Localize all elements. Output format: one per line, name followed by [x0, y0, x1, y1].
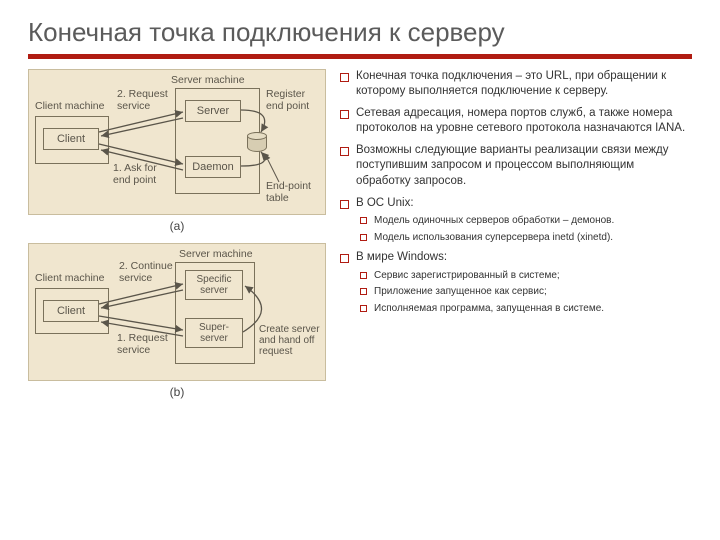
bullet-4-text: В ОС Unix:	[356, 197, 414, 209]
diagram-b: Client machine Server machine 2. Continu…	[28, 243, 326, 381]
title-rule	[28, 54, 692, 59]
slide: Конечная точка подключения к серверу Cli…	[0, 0, 720, 419]
bullet-list: Конечная точка подключения – это URL, пр…	[338, 69, 692, 315]
caption-b: (b)	[28, 385, 326, 399]
bullet-4: В ОС Unix: Модель одиночных серверов обр…	[338, 196, 692, 245]
bullet-5-sub: Сервис зарегистрированный в системе; При…	[356, 269, 692, 316]
bullet-4a: Модель одиночных серверов обработки – де…	[356, 214, 692, 228]
bullet-5c: Исполняемая программа, запущенная в сист…	[356, 302, 692, 316]
bullet-5-text: В мире Windows:	[356, 251, 447, 263]
arrows-a	[29, 70, 327, 216]
caption-a: (a)	[28, 219, 326, 233]
bullet-1: Конечная точка подключения – это URL, пр…	[338, 69, 692, 100]
arrows-b	[29, 244, 327, 382]
bullet-3: Возможны следующие варианты реализации с…	[338, 143, 692, 190]
bullet-5a: Сервис зарегистрированный в системе;	[356, 269, 692, 283]
left-column: Client machine Server machine 2. Request…	[28, 69, 326, 409]
bullet-5b: Приложение запущенное как сервис;	[356, 285, 692, 299]
bullet-4-sub: Модель одиночных серверов обработки – де…	[356, 214, 692, 244]
bullet-2: Сетевая адресация, номера портов служб, …	[338, 106, 692, 137]
content-columns: Client machine Server machine 2. Request…	[28, 69, 692, 409]
diagram-a: Client machine Server machine 2. Request…	[28, 69, 326, 215]
page-title: Конечная точка подключения к серверу	[28, 18, 692, 48]
bullet-5: В мире Windows: Сервис зарегистрированны…	[338, 250, 692, 315]
bullet-4b: Модель использования суперсервера inetd …	[356, 231, 692, 245]
right-column: Конечная точка подключения – это URL, пр…	[338, 69, 692, 409]
